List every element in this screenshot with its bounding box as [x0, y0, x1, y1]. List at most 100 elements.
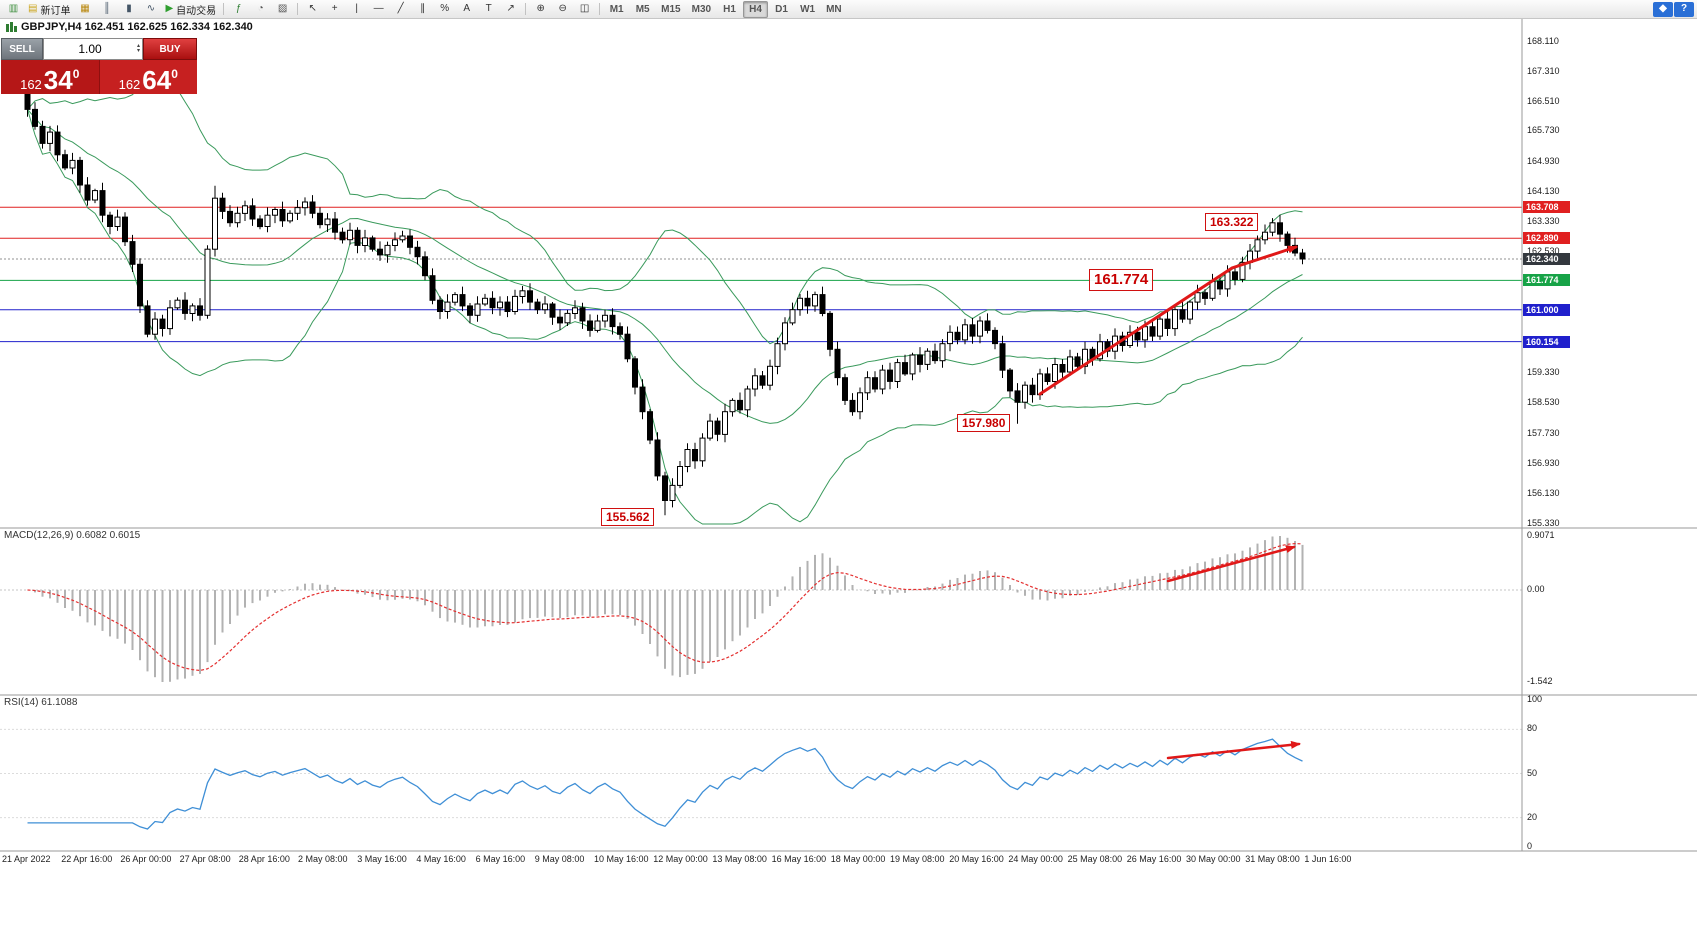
timeframe-m15-button[interactable]: M15 — [656, 1, 685, 18]
sell-price-small: 162 — [20, 77, 42, 92]
hline-tool-button[interactable]: — — [368, 1, 389, 18]
fibonacci-tool-button-icon: % — [440, 3, 450, 14]
chart-bars-button-icon: ║ — [103, 3, 111, 14]
timeframe-mn-button[interactable]: MN — [821, 1, 847, 18]
timeframe-m1-button[interactable]: M1 — [604, 1, 629, 18]
sell-price-display[interactable]: 162 34 0 — [1, 60, 100, 94]
help-button[interactable]: ? — [1674, 1, 1694, 17]
fibonacci-tool-button[interactable]: % — [434, 1, 455, 18]
bollinger-middle-band — [27, 109, 1303, 424]
chart-candles-button-icon: ▮ — [126, 3, 132, 14]
chart-line-button-icon: ∿ — [146, 3, 156, 14]
zoom-in-button[interactable]: ⊕ — [530, 1, 551, 18]
timeframe-m5-button-label: M5 — [635, 3, 650, 15]
zoom-in-button-icon: ⊕ — [536, 3, 545, 14]
volume-stepper[interactable]: ▴ ▾ — [136, 43, 141, 54]
profiles-button-icon: ▦ — [80, 3, 90, 14]
timeframe-w1-button-label: W1 — [800, 3, 816, 15]
label-tool-button[interactable]: T — [478, 1, 499, 18]
sell-button[interactable]: SELL — [1, 38, 43, 60]
chart-line-button[interactable]: ∿ — [140, 1, 161, 18]
volume-value[interactable]: 1.00 — [78, 42, 102, 56]
timeframe-m5-button[interactable]: M5 — [630, 1, 655, 18]
one-click-trading-panel: SELL 1.00 ▴ ▾ BUY 162 34 0 162 64 0 — [1, 38, 197, 94]
new-chart-button-icon: ▥ — [8, 3, 19, 14]
templates-button[interactable]: ▨ — [272, 1, 293, 18]
volume-step-up-icon[interactable]: ▴ — [136, 43, 140, 49]
trend-arrow-rsi[interactable] — [1166, 740, 1301, 760]
hline-tool-button-icon: — — [373, 3, 384, 14]
volume-input[interactable]: 1.00 ▴ ▾ — [43, 38, 143, 60]
tile-windows-button-icon: ◫ — [579, 3, 590, 14]
new-order-button-icon: ▤ — [28, 3, 38, 14]
timeframe-d1-button[interactable]: D1 — [769, 1, 794, 18]
trendline-tool-button[interactable]: ╱ — [390, 1, 411, 18]
profiles-button[interactable]: ▦ — [74, 1, 95, 18]
autotrade-button[interactable]: ▶ 自动交易 — [162, 1, 219, 18]
timeframe-mn-button-label: MN — [826, 3, 842, 15]
periods-button[interactable]: ◔ — [250, 1, 271, 18]
zoom-out-button[interactable]: ⊖ — [552, 1, 573, 18]
new-chart-button[interactable]: ▥ — [3, 1, 24, 18]
candles — [24, 87, 1306, 516]
timeframe-m30-button[interactable]: M30 — [687, 1, 716, 18]
timeframe-h4-button[interactable]: H4 — [743, 0, 769, 18]
buy-price-display[interactable]: 162 64 0 — [99, 60, 197, 95]
arrows-tool-button-icon: ↗ — [506, 3, 515, 14]
symbol-chart-icon — [6, 22, 17, 32]
timeframe-h1-button-label: H1 — [723, 3, 736, 15]
crosshair-button[interactable]: + — [324, 1, 345, 18]
cursor-button-icon: ↖ — [308, 3, 317, 14]
volume-step-down-icon[interactable]: ▾ — [136, 48, 140, 54]
symbol-ohlc-text: GBPJPY,H4 162.451 162.625 162.334 162.34… — [21, 21, 253, 33]
autotrade-button-label: 自动交易 — [176, 5, 217, 17]
new-order-button[interactable]: ▤ 新订单 — [25, 1, 73, 18]
timeframe-m15-button-label: M15 — [661, 3, 681, 15]
timeframe-h1-button[interactable]: H1 — [717, 1, 742, 18]
chart-candles-button[interactable]: ▮ — [118, 1, 139, 18]
buy-price-sup: 0 — [171, 67, 178, 81]
quote-header: GBPJPY,H4 162.451 162.625 162.334 162.34… — [5, 21, 253, 33]
cursor-button[interactable]: ↖ — [302, 1, 323, 18]
vline-tool-button-icon: | — [355, 3, 358, 14]
help-button-icon: ? — [1680, 3, 1688, 14]
bollinger-lower-band — [27, 109, 1303, 525]
timeframe-m1-button-label: M1 — [609, 3, 624, 15]
zoom-out-button-icon: ⊖ — [558, 3, 567, 14]
text-tool-button-icon: A — [463, 3, 470, 14]
arrows-tool-button[interactable]: ↗ — [500, 1, 521, 18]
indicators-button[interactable]: ƒ — [228, 1, 249, 18]
sell-price-big: 34 — [43, 64, 73, 95]
rsi-indicator-label: RSI(14) 61.1088 — [4, 697, 78, 708]
toolbar-separator — [297, 3, 299, 15]
timeframe-h4-button-label: H4 — [749, 3, 762, 15]
chart-bars-button[interactable]: ║ — [96, 1, 117, 18]
channel-tool-button[interactable]: ∥ — [412, 1, 433, 18]
toolbar-separator — [599, 3, 601, 15]
new-order-button-label: 新订单 — [40, 5, 71, 17]
toolbar-separator — [525, 3, 527, 15]
label-tool-button-icon: T — [485, 3, 492, 14]
timeframe-d1-button-label: D1 — [775, 3, 788, 15]
autotrade-button-icon: ▶ — [165, 3, 174, 14]
timeframe-w1-button[interactable]: W1 — [795, 1, 820, 18]
macd-histogram — [34, 536, 1304, 682]
buy-price-big: 64 — [142, 64, 172, 95]
periods-button-icon: ◔ — [257, 3, 264, 14]
vline-tool-button[interactable]: | — [346, 1, 367, 18]
trend-arrow-main[interactable] — [1038, 245, 1298, 396]
templates-button-icon: ▨ — [277, 3, 288, 14]
trendline-tool-button-icon: ╱ — [397, 3, 404, 14]
toolbar: ▥ ▤ 新订单 ▦ ║ ▮ ∿ ▶ 自动交易 ƒ ◔ ▨ ↖ + | — ╱ ∥% A T ↗ ⊕ ⊖ ◫ M1 M5 M15 M30… — [0, 0, 1697, 19]
tile-windows-button[interactable]: ◫ — [574, 1, 595, 18]
trend-arrow-macd[interactable] — [1166, 545, 1296, 583]
rsi-line — [27, 738, 1303, 830]
community-button[interactable]: ◆ — [1653, 1, 1673, 17]
channel-tool-button-icon: ∥ — [420, 3, 426, 14]
sell-price-sup: 0 — [72, 67, 80, 81]
text-tool-button[interactable]: A — [456, 1, 477, 18]
buy-price-small: 162 — [118, 77, 141, 92]
buy-button[interactable]: BUY — [143, 38, 197, 60]
